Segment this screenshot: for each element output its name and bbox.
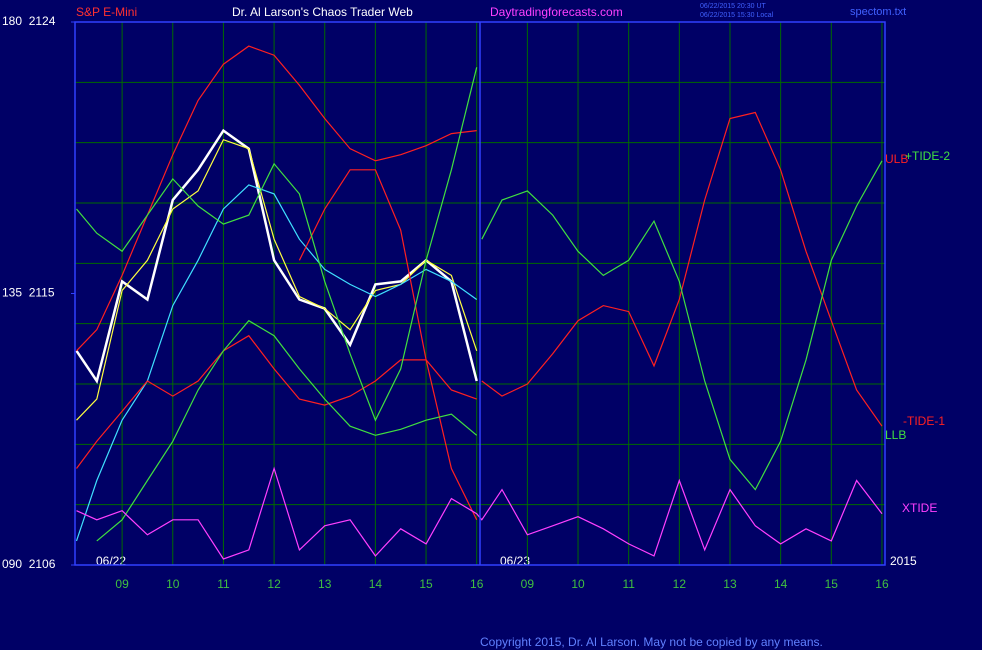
x-tick-label: 15 bbox=[825, 577, 839, 591]
x-tick-label: 10 bbox=[166, 577, 180, 591]
series-label: -TIDE-1 bbox=[903, 414, 945, 428]
date-label: 2015 bbox=[890, 554, 917, 568]
x-tick-label: 11 bbox=[217, 577, 230, 591]
x-tick-label: 16 bbox=[470, 577, 484, 591]
x-tick-label: 11 bbox=[622, 577, 635, 591]
series-label: LLB bbox=[885, 428, 906, 442]
series-label: ULB bbox=[885, 152, 908, 166]
series-line bbox=[76, 45, 477, 352]
series-line bbox=[298, 169, 478, 521]
x-tick-label: 16 bbox=[875, 577, 889, 591]
x-tick-label: 12 bbox=[267, 577, 281, 591]
x-tick-label: 09 bbox=[115, 577, 129, 591]
x-tick-label: 10 bbox=[571, 577, 585, 591]
series-line bbox=[96, 319, 478, 542]
series-line bbox=[481, 160, 883, 491]
x-tick-label: 15 bbox=[419, 577, 433, 591]
site: Daytradingforecasts.com bbox=[490, 5, 623, 19]
chart-title: Dr. Al Larson's Chaos Trader Web bbox=[232, 5, 413, 19]
y-tick-label: 180 2124 bbox=[2, 14, 56, 28]
y-tick-label: 135 2115 bbox=[2, 286, 55, 300]
series-label: +TIDE-2 bbox=[905, 149, 950, 163]
date-label: 06/23 bbox=[500, 554, 530, 568]
series-line bbox=[481, 111, 883, 427]
instrument: S&P E-Mini bbox=[76, 5, 137, 19]
x-tick-label: 12 bbox=[673, 577, 687, 591]
series-label: XTIDE bbox=[902, 501, 937, 515]
copyright: Copyright 2015, Dr. Al Larson. May not b… bbox=[480, 635, 823, 649]
series-line bbox=[76, 67, 478, 422]
x-tick-label: 13 bbox=[318, 577, 332, 591]
x-tick-label: 14 bbox=[369, 577, 383, 591]
file-name: spectom.txt bbox=[850, 6, 906, 18]
series-line bbox=[75, 184, 478, 542]
x-tick-label: 14 bbox=[774, 577, 788, 591]
plot-frame bbox=[74, 21, 886, 566]
series-line bbox=[76, 334, 477, 469]
x-tick-label: 09 bbox=[521, 577, 535, 591]
x-tick-label: 13 bbox=[723, 577, 737, 591]
y-tick-label: 090 2106 bbox=[2, 557, 56, 571]
timestamp: 06/22/2015 20:30 UT bbox=[700, 3, 766, 10]
timestamp: 06/22/2015 15:30 Local bbox=[700, 12, 774, 19]
